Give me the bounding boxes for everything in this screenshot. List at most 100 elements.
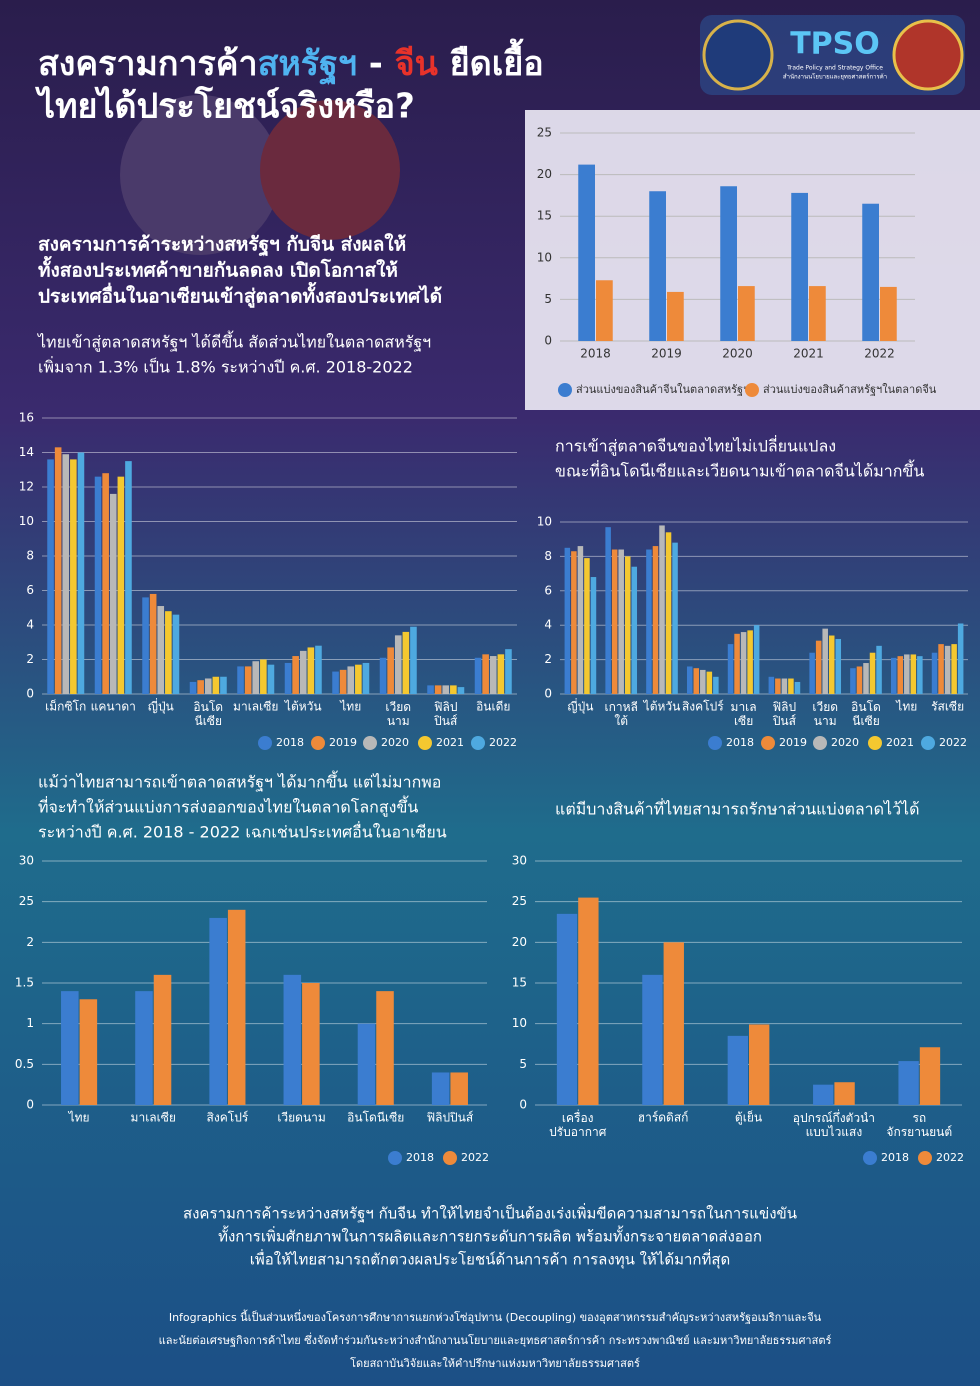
bar	[489, 656, 497, 694]
x-tick-label: เวียดนาม	[812, 700, 838, 728]
bar	[347, 666, 355, 694]
bar	[79, 999, 98, 1105]
bar	[102, 473, 109, 694]
bar	[578, 164, 595, 341]
bar	[379, 657, 387, 694]
legend-swatch	[708, 736, 722, 750]
bar	[204, 678, 212, 694]
bar	[427, 685, 434, 694]
bar	[209, 917, 227, 1105]
y-tick-label: 0	[544, 687, 552, 701]
bar	[775, 678, 781, 694]
bar	[809, 286, 826, 341]
legend-swatch	[813, 736, 827, 750]
x-tick-label: อุปกรณ์กึ่งตัวนำแบบไวแสง	[793, 1109, 875, 1139]
x-tick-label: มาเลเซีย	[131, 1111, 176, 1125]
x-tick-label: เวียดนาม	[277, 1111, 326, 1125]
legend-label: 2020	[831, 736, 859, 749]
x-tick-label: ตู้เย็น	[735, 1110, 762, 1126]
legend-swatch	[863, 1151, 877, 1165]
bar	[917, 656, 923, 694]
legend-swatch	[921, 736, 935, 750]
y-tick-label: 20	[537, 167, 552, 181]
x-tick-label: ไต้หวัน	[284, 700, 322, 714]
legend-swatch	[868, 736, 882, 750]
bar	[897, 656, 904, 694]
bar	[642, 974, 663, 1105]
bar	[376, 991, 394, 1105]
intro-text: ทั้งสองประเทศค้าขายกันลดลง เปิดโอกาสให้	[38, 256, 398, 282]
title-part: -	[357, 44, 395, 84]
y-tick-label: 12	[19, 480, 34, 494]
bar	[788, 678, 794, 694]
bar	[482, 654, 489, 694]
y-tick-label: 30	[19, 854, 34, 868]
bar	[693, 668, 700, 694]
legend-label: 2018	[276, 736, 304, 749]
x-tick-label: ไทย	[68, 1111, 90, 1125]
y-tick-label: 30	[512, 854, 527, 868]
y-tick-label: 25	[512, 894, 527, 908]
bar	[387, 647, 394, 694]
legend-label: ส่วนแบ่งของสินค้าสหรัฐฯในตลาดจีน	[763, 383, 937, 396]
bar	[165, 611, 172, 694]
bar	[815, 640, 822, 694]
bar	[362, 662, 370, 694]
y-tick-label: 5	[544, 292, 552, 306]
bar	[197, 680, 204, 694]
bar	[813, 1084, 834, 1105]
bar	[590, 577, 597, 694]
legend-label: 2022	[461, 1151, 489, 1164]
bar	[252, 661, 260, 694]
bar	[753, 625, 760, 694]
bar	[646, 549, 652, 694]
x-tick-label: เม็กซิโก	[45, 699, 86, 714]
legend-swatch	[745, 383, 759, 397]
bar	[267, 664, 275, 694]
bar	[307, 647, 315, 694]
bar	[768, 676, 775, 694]
caption: ไทยเข้าสู่ตลาดสหรัฐฯ ได้ดีขึ้น สัดส่วนไท…	[36, 331, 431, 353]
y-tick-label: 10	[512, 1016, 527, 1030]
y-tick-label: 6	[544, 583, 552, 597]
title-part: ยืดเยื้อ	[438, 38, 544, 84]
footer: Infographics นี้เป็นส่วนหนึ่งของโครงการศ…	[169, 1309, 822, 1324]
legend-label: 2019	[779, 736, 807, 749]
bar	[62, 454, 70, 694]
bar	[117, 476, 125, 694]
bar	[578, 897, 599, 1105]
bar	[618, 549, 624, 694]
x-tick-label: ไต้หวัน	[643, 700, 681, 714]
bar	[571, 551, 577, 694]
bar	[700, 669, 706, 694]
x-tick-label: ฮาร์ดดิสก์	[638, 1111, 689, 1125]
bar	[283, 974, 302, 1105]
legend-label: 2018	[406, 1151, 434, 1164]
y-tick-label: 10	[537, 515, 552, 529]
bar	[898, 1061, 919, 1105]
x-tick-label: 2019	[651, 347, 682, 361]
bar	[61, 991, 79, 1105]
x-tick-label: ฟิลิปปินส์	[772, 700, 796, 728]
bar	[890, 657, 897, 694]
y-tick-label: 16	[19, 411, 34, 425]
caption: แม้ว่าไทยสามารถเข้าตลาดสหรัฐฯ ได้มากขึ้น…	[38, 771, 441, 792]
y-tick-label: 4	[544, 618, 552, 632]
y-tick-label: 20	[512, 935, 527, 949]
y-tick-label: 25	[19, 894, 34, 908]
bar	[577, 546, 584, 694]
x-tick-label: อินโดนีเซีย	[347, 1111, 404, 1125]
x-tick-label: ไทย	[339, 700, 361, 714]
legend-label: 2019	[329, 736, 357, 749]
bar	[910, 654, 917, 694]
bar	[125, 461, 132, 694]
bar	[402, 631, 410, 694]
x-tick-label: สิงคโปร์	[682, 700, 724, 714]
bar	[794, 681, 801, 694]
bar	[227, 909, 246, 1105]
bar	[220, 676, 227, 694]
logo	[892, 19, 964, 91]
bar	[727, 1035, 748, 1105]
